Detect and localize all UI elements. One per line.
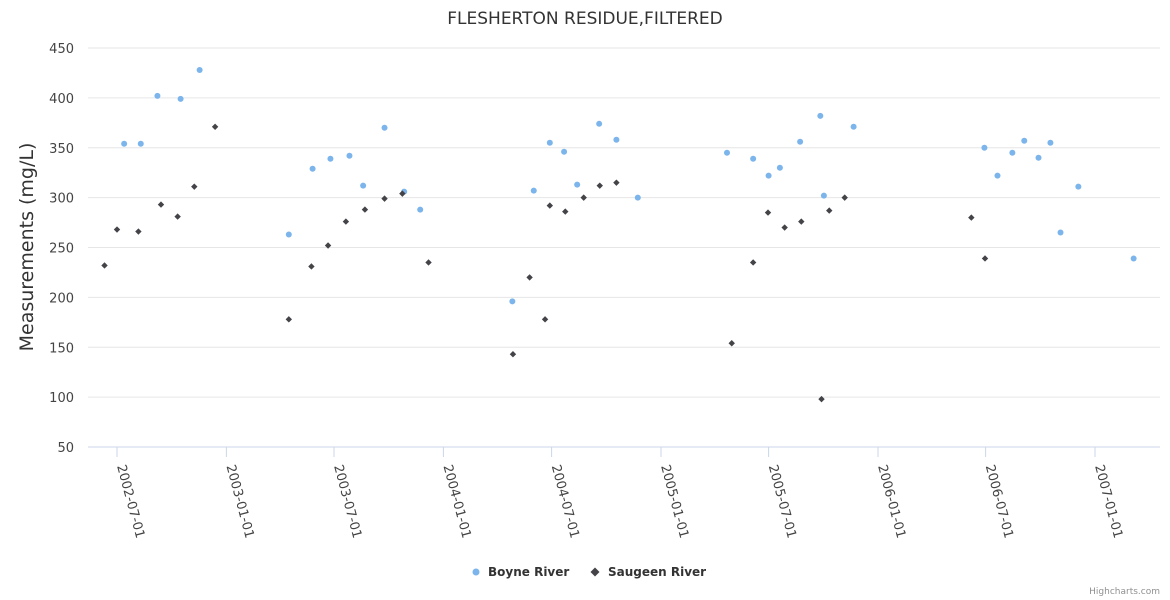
data-point-boyne-river[interactable] xyxy=(417,206,424,213)
data-point-saugeen-river[interactable] xyxy=(157,201,165,208)
data-point-saugeen-river[interactable] xyxy=(749,259,757,266)
data-point-saugeen-river[interactable] xyxy=(381,195,388,202)
y-tick-label: 450 xyxy=(49,42,74,57)
y-tick-label: 100 xyxy=(49,391,74,406)
data-point-boyne-river[interactable] xyxy=(634,194,641,201)
data-point-boyne-river[interactable] xyxy=(137,140,144,147)
data-point-saugeen-river[interactable] xyxy=(818,395,825,403)
data-point-boyne-river[interactable] xyxy=(1035,154,1042,161)
data-point-saugeen-river[interactable] xyxy=(798,218,805,225)
data-point-boyne-river[interactable] xyxy=(360,182,367,189)
data-point-saugeen-river[interactable] xyxy=(308,263,315,270)
data-point-saugeen-river[interactable] xyxy=(211,123,219,131)
data-point-saugeen-river[interactable] xyxy=(285,316,293,323)
data-point-boyne-river[interactable] xyxy=(1130,255,1137,262)
y-tick-label: 400 xyxy=(49,92,74,107)
x-axis-ticks xyxy=(116,447,1096,457)
y-axis-title: Measurements (mg/L) xyxy=(16,143,38,352)
data-point-saugeen-river[interactable] xyxy=(113,226,121,233)
data-point-saugeen-river[interactable] xyxy=(981,255,989,262)
y-tick-label: 150 xyxy=(49,341,74,356)
data-point-saugeen-river[interactable] xyxy=(841,194,848,201)
data-point-boyne-river[interactable] xyxy=(765,172,772,179)
data-point-saugeen-river[interactable] xyxy=(968,214,975,221)
data-point-saugeen-river[interactable] xyxy=(174,213,181,220)
legend-circle-icon xyxy=(472,568,480,576)
data-point-saugeen-river[interactable] xyxy=(101,262,108,269)
data-point-boyne-river[interactable] xyxy=(574,181,581,188)
data-point-saugeen-river[interactable] xyxy=(324,242,332,249)
data-point-boyne-river[interactable] xyxy=(177,95,184,102)
legend: Boyne River Saugeen River xyxy=(472,565,707,579)
data-point-saugeen-river[interactable] xyxy=(361,206,369,213)
data-point-boyne-river[interactable] xyxy=(1009,149,1016,156)
credits-link[interactable]: Highcharts.com xyxy=(1089,587,1160,597)
data-point-saugeen-river[interactable] xyxy=(580,194,587,201)
data-point-saugeen-river[interactable] xyxy=(613,179,620,186)
data-point-saugeen-river[interactable] xyxy=(728,340,735,347)
y-tick-label: 250 xyxy=(49,242,74,257)
data-point-saugeen-river[interactable] xyxy=(191,183,198,190)
data-point-saugeen-river[interactable] xyxy=(596,182,603,189)
y-axis-labels: 450 400 350 300 250 200 150 100 50 xyxy=(49,42,74,456)
data-point-boyne-river[interactable] xyxy=(327,155,334,162)
data-point-boyne-river[interactable] xyxy=(817,112,824,119)
y-tick-label: 350 xyxy=(49,142,74,157)
legend-diamond-icon xyxy=(590,567,600,577)
data-point-saugeen-river[interactable] xyxy=(546,202,554,209)
data-point-saugeen-river[interactable] xyxy=(509,351,517,358)
data-point-saugeen-river[interactable] xyxy=(399,190,406,197)
data-point-boyne-river[interactable] xyxy=(1075,183,1082,190)
data-point-boyne-river[interactable] xyxy=(981,144,988,151)
data-point-boyne-river[interactable] xyxy=(1021,137,1028,144)
y-tick-label: 50 xyxy=(57,441,74,456)
gridlines xyxy=(88,47,1160,398)
data-point-boyne-river[interactable] xyxy=(309,165,316,172)
data-point-boyne-river[interactable] xyxy=(820,192,827,199)
series-saugeen-river xyxy=(101,123,989,403)
data-point-boyne-river[interactable] xyxy=(797,138,804,145)
data-point-saugeen-river[interactable] xyxy=(541,316,549,323)
data-point-boyne-river[interactable] xyxy=(121,140,128,147)
data-point-saugeen-river[interactable] xyxy=(526,274,533,281)
data-point-saugeen-river[interactable] xyxy=(826,207,833,214)
data-point-boyne-river[interactable] xyxy=(285,231,292,238)
data-point-saugeen-river[interactable] xyxy=(764,209,772,216)
data-point-saugeen-river[interactable] xyxy=(562,208,569,215)
data-point-boyne-river[interactable] xyxy=(546,139,553,146)
data-point-boyne-river[interactable] xyxy=(196,66,203,73)
data-point-saugeen-river[interactable] xyxy=(135,228,142,235)
legend-label-saugeen-river: Saugeen River xyxy=(608,565,706,579)
data-point-boyne-river[interactable] xyxy=(850,123,857,130)
data-point-boyne-river[interactable] xyxy=(776,164,783,171)
data-point-saugeen-river[interactable] xyxy=(342,218,350,225)
series-boyne-river xyxy=(121,66,1137,305)
data-point-boyne-river[interactable] xyxy=(346,152,353,159)
y-tick-label: 300 xyxy=(49,192,74,207)
data-point-boyne-river[interactable] xyxy=(613,136,620,143)
data-point-boyne-river[interactable] xyxy=(509,298,516,305)
data-point-boyne-river[interactable] xyxy=(154,92,161,99)
data-point-boyne-river[interactable] xyxy=(381,124,388,131)
data-point-saugeen-river[interactable] xyxy=(425,259,432,266)
data-point-boyne-river[interactable] xyxy=(1047,139,1054,146)
legend-label-boyne-river: Boyne River xyxy=(488,565,569,579)
data-point-boyne-river[interactable] xyxy=(750,155,757,162)
legend-item-saugeen-river[interactable]: Saugeen River xyxy=(590,565,707,579)
data-point-boyne-river[interactable] xyxy=(994,172,1001,179)
data-point-boyne-river[interactable] xyxy=(723,149,730,156)
y-tick-label: 200 xyxy=(49,291,74,306)
legend-item-boyne-river[interactable]: Boyne River xyxy=(472,565,570,579)
data-point-boyne-river[interactable] xyxy=(596,120,603,127)
data-point-saugeen-river[interactable] xyxy=(781,224,788,231)
data-point-boyne-river[interactable] xyxy=(561,148,568,155)
chart-title: FLESHERTON RESIDUE,FILTERED xyxy=(447,9,723,29)
data-point-boyne-river[interactable] xyxy=(1057,229,1064,236)
data-point-boyne-river[interactable] xyxy=(530,187,537,194)
